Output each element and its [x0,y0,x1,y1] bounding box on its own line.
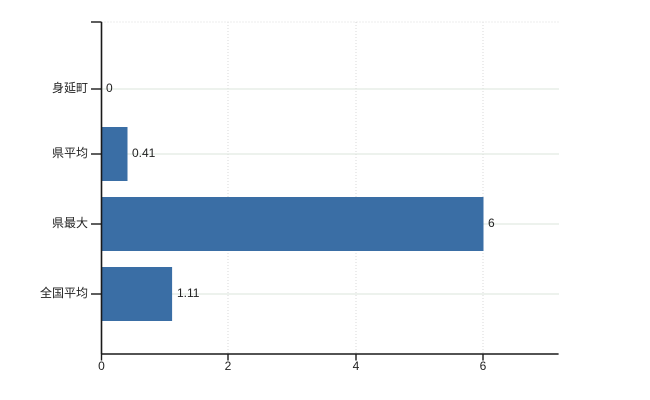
svg-text:0.41: 0.41 [132,146,156,160]
svg-text:6: 6 [480,359,487,373]
svg-text:全国平均: 全国平均 [40,285,88,300]
svg-text:0: 0 [106,81,113,95]
svg-text:0: 0 [98,359,105,373]
svg-text:2: 2 [225,359,232,373]
svg-text:県平均: 県平均 [52,146,88,160]
svg-text:県最大: 県最大 [52,216,88,230]
svg-text:1.11: 1.11 [177,286,200,300]
svg-text:身延町: 身延町 [52,80,88,95]
svg-text:6: 6 [488,216,495,230]
svg-text:4: 4 [353,359,360,373]
